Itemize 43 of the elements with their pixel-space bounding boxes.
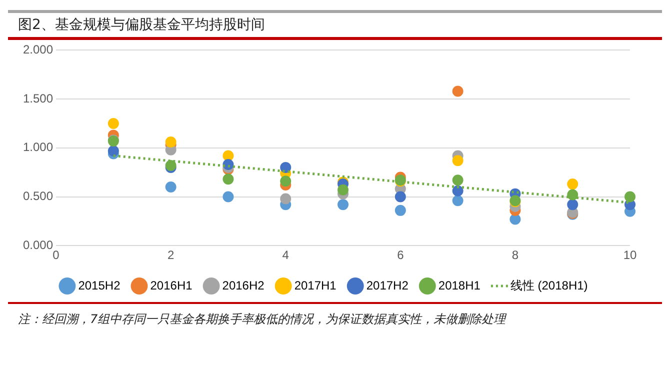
- text: 注：经回溯，7组中存同一只基金各期换手率极低的情况，为保证数据真实性，未做删除处理: [18, 311, 508, 328]
- point: [567, 189, 578, 200]
- y-tick-label: 2.000: [23, 42, 54, 57]
- point: [394, 191, 406, 202]
- point: [452, 195, 464, 206]
- point: [452, 185, 464, 196]
- point: [510, 214, 521, 225]
- y-tick-label: 0.500: [23, 189, 54, 204]
- legend-label: 2016H2: [222, 278, 265, 292]
- x-tick-label: 4: [282, 248, 290, 262]
- point: [452, 174, 464, 186]
- point: [108, 118, 119, 129]
- y-tick-label: 1.500: [23, 91, 54, 106]
- point: [222, 174, 234, 185]
- point: [567, 178, 578, 190]
- legend-label: 2017H1: [294, 278, 337, 292]
- chart-title: 图2、基金规模与偏股基金平均持股时间: [8, 10, 662, 40]
- x-tick-label: 6: [397, 248, 404, 262]
- point: [452, 155, 464, 166]
- point: [452, 86, 464, 97]
- point: [280, 162, 292, 173]
- x-tick-label: 10: [623, 248, 637, 262]
- legend-label: 2015H2: [78, 278, 121, 292]
- point: [165, 181, 176, 192]
- legend-label: 2017H2: [366, 278, 409, 292]
- point: [394, 204, 406, 216]
- y-tick-label: 1.000: [23, 140, 54, 154]
- point: [624, 191, 636, 202]
- y-tick-label: 0.000: [23, 238, 54, 252]
- point: [108, 145, 119, 156]
- legend-label: 2018H1: [438, 278, 481, 292]
- x-tick-label: 8: [512, 248, 519, 262]
- point: [280, 193, 292, 204]
- x-tick-label: 2: [167, 248, 174, 262]
- point: [567, 199, 578, 210]
- point: [280, 176, 292, 187]
- point: [165, 136, 176, 148]
- legend-label: 线性 (2018H1): [510, 278, 588, 292]
- point: [222, 191, 234, 202]
- point: [338, 199, 349, 210]
- legend-label: 2016H1: [150, 278, 193, 292]
- x-tick-label: 0: [52, 248, 60, 262]
- point: [338, 184, 349, 196]
